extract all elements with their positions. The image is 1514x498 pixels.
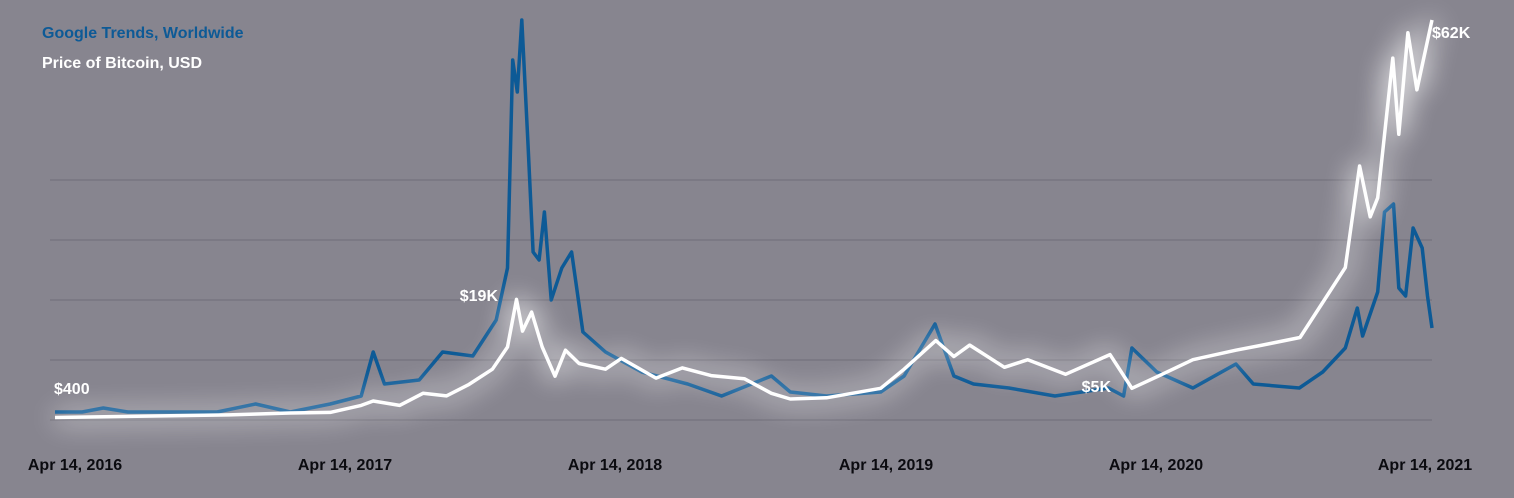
- annotation-label: $62K: [1432, 25, 1471, 42]
- x-axis-ticks: Apr 14, 2016 Apr 14, 2017 Apr 14, 2018 Apr …: [28, 457, 1472, 474]
- series-line-bitcoin-price: [54, 19, 1434, 420]
- annotation-label: $19K: [460, 288, 499, 305]
- annotation-label: $5K: [1082, 379, 1112, 396]
- x-tick-label: Apr 14, 2021: [1378, 457, 1472, 474]
- x-tick-label: Apr 14, 2017: [298, 457, 392, 474]
- legend-google-trends: Google Trends, Worldwide: [42, 25, 244, 42]
- x-tick-label: Apr 14, 2018: [568, 457, 662, 474]
- x-tick-label: Apr 14, 2016: [28, 457, 122, 474]
- series-line-google-trends: [55, 18, 1434, 414]
- series-layer: [54, 18, 1434, 420]
- x-tick-label: Apr 14, 2019: [839, 457, 933, 474]
- annotation-layer: $400 $19K $5K $62K: [54, 25, 1471, 398]
- annotation-label: $400: [54, 381, 90, 398]
- x-tick-label: Apr 14, 2020: [1109, 457, 1203, 474]
- grid-lines: [50, 179, 1432, 421]
- legend-bitcoin-price: Price of Bitcoin, USD: [42, 55, 202, 72]
